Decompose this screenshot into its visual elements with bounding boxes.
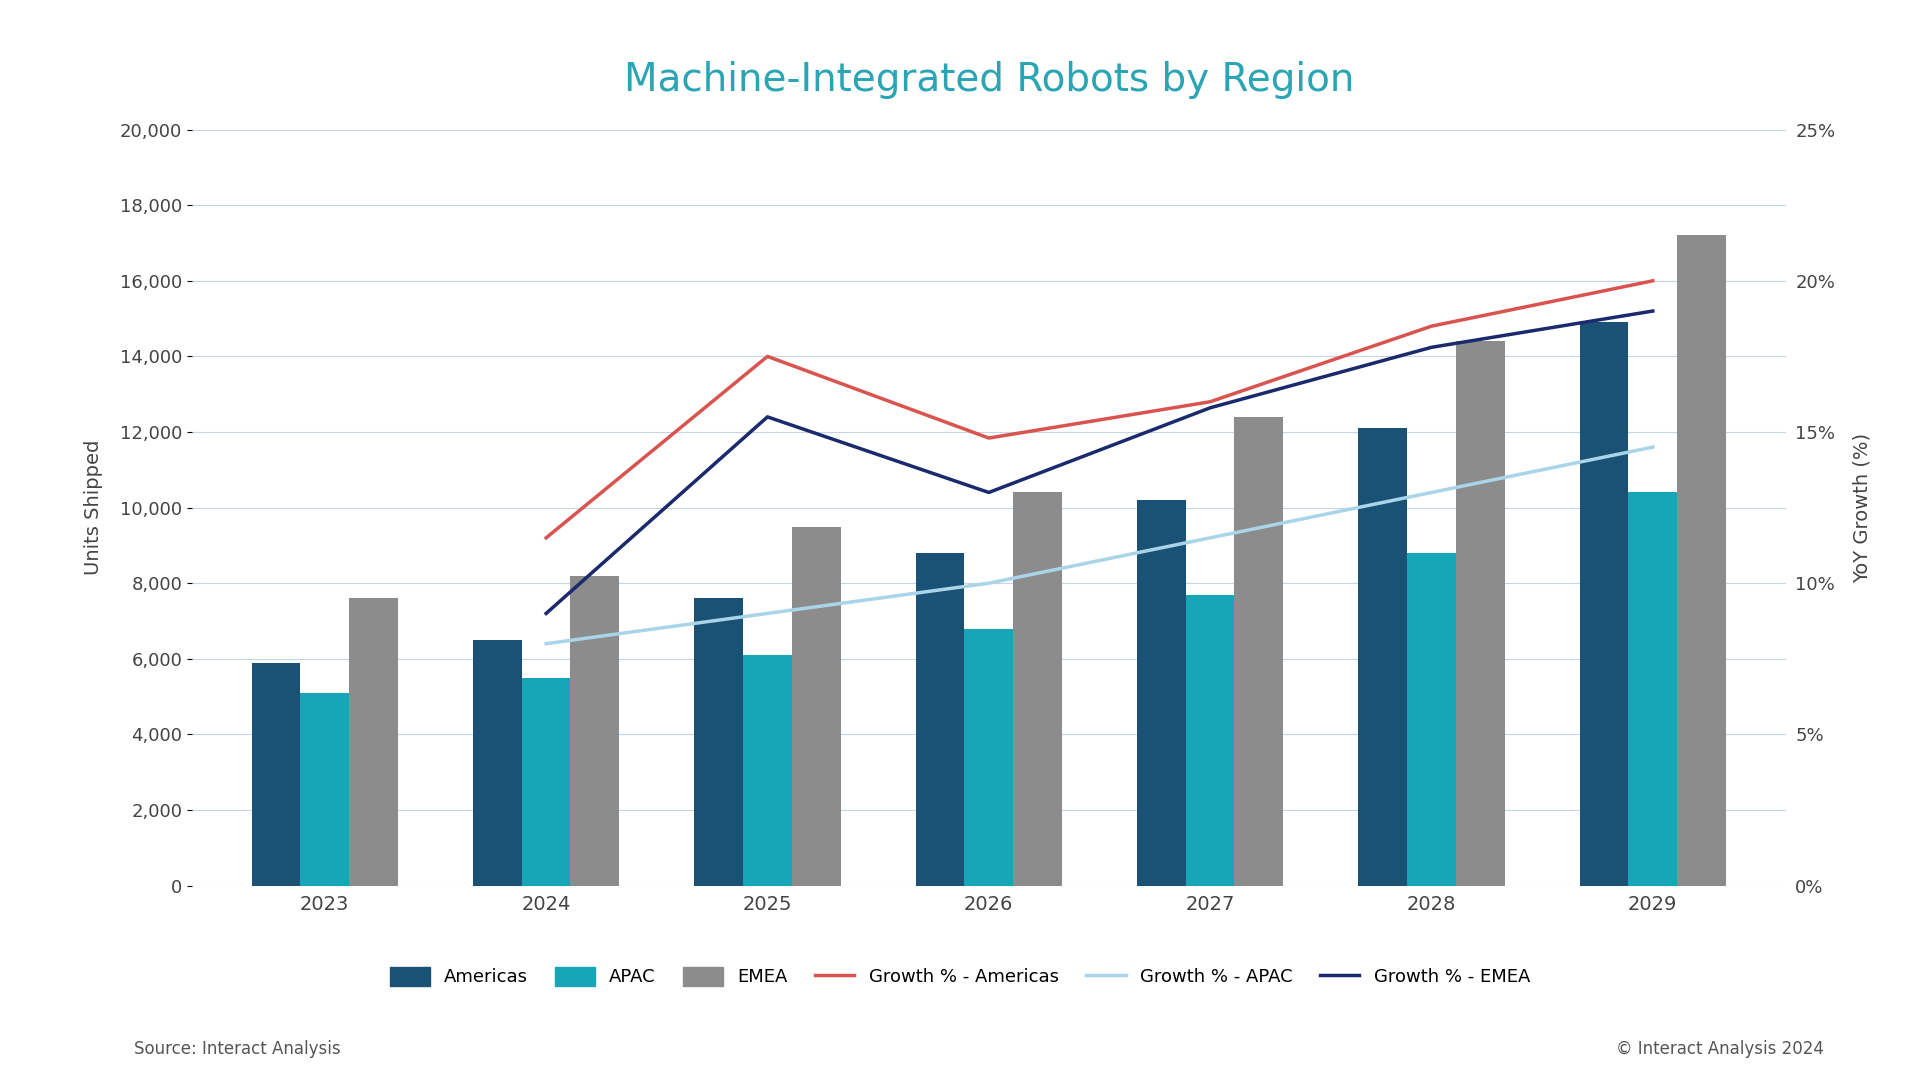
Growth % - Americas [756,350,780,363]
Growth % - APAC [1642,441,1665,454]
Bar [349,598,397,886]
Bar [1678,235,1726,886]
Growth % - Americas [534,531,557,544]
Y-axis label: Units Shipped: Units Shipped [84,440,104,576]
Growth % - APAC [1198,531,1221,544]
Y-axis label: YoY Growth (%): YoY Growth (%) [1853,432,1872,583]
Bar [1014,492,1062,886]
Bar [964,629,1014,886]
Growth % - EMEA [1421,341,1444,354]
Legend: Americas, APAC, EMEA, Growth % - Americas, Growth % - APAC, Growth % - EMEA: Americas, APAC, EMEA, Growth % - America… [380,958,1540,996]
Bar [1137,500,1187,886]
Bar [1359,428,1407,886]
Bar [916,553,964,886]
Text: Source: Interact Analysis: Source: Interact Analysis [134,1040,342,1058]
Growth % - EMEA [977,486,1000,499]
Growth % - APAC [534,637,557,650]
Growth % - APAC [1421,486,1444,499]
Growth % - Americas [1198,395,1221,408]
Bar [791,526,841,886]
Line: Growth % - APAC: Growth % - APAC [545,447,1653,644]
Growth % - APAC [977,577,1000,590]
Bar [300,693,349,886]
Growth % - EMEA [534,607,557,620]
Line: Growth % - EMEA: Growth % - EMEA [545,311,1653,613]
Growth % - EMEA [1642,305,1665,318]
Growth % - EMEA [756,410,780,423]
Bar [695,598,743,886]
Bar [1187,594,1235,886]
Bar [1455,341,1505,886]
Line: Growth % - Americas: Growth % - Americas [545,281,1653,538]
Title: Machine-Integrated Robots by Region: Machine-Integrated Robots by Region [624,60,1354,98]
Growth % - Americas [1642,274,1665,287]
Growth % - Americas [977,432,1000,445]
Bar [743,654,791,886]
Bar [472,639,522,886]
Bar [522,678,570,886]
Text: © Interact Analysis 2024: © Interact Analysis 2024 [1617,1040,1824,1058]
Bar [1628,492,1678,886]
Bar [1235,417,1283,886]
Growth % - Americas [1421,320,1444,333]
Bar [252,662,300,886]
Growth % - EMEA [1198,402,1221,415]
Bar [570,576,618,886]
Growth % - APAC [756,607,780,620]
Bar [1407,553,1455,886]
Bar [1580,322,1628,886]
